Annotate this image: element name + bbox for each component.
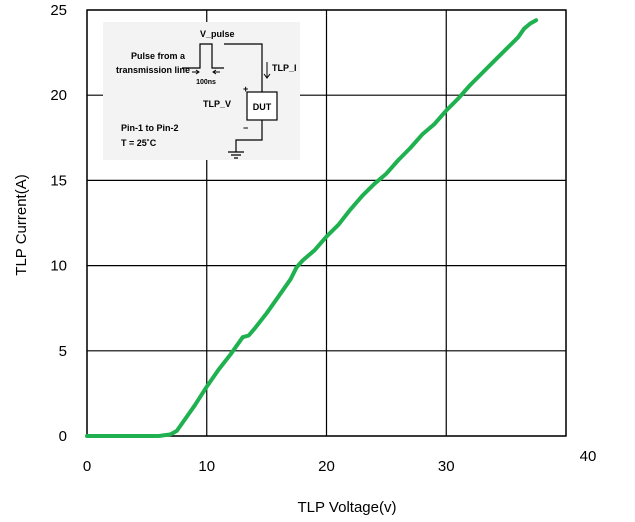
y-tick-label: 0 [59, 428, 67, 445]
minus-sign: − [243, 123, 248, 133]
x-axis-title: TLP Voltage(v) [298, 499, 397, 516]
tlp-v-label: TLP_V [203, 99, 231, 109]
x-tick-label: 20 [318, 458, 335, 475]
plus-sign: + [243, 84, 248, 94]
y-tick-label: 10 [50, 258, 67, 275]
plot-border [86, 9, 567, 437]
duration-arrows-icon [192, 69, 220, 75]
current-arrow-icon [263, 62, 271, 79]
x-tick-label: 30 [438, 458, 455, 475]
pin-label: Pin-1 to Pin-2 [121, 123, 179, 133]
inset-diagram: V_pulse Pulse from a transmission line 1… [103, 22, 300, 160]
x-tick-label: 10 [198, 458, 215, 475]
temperature-label: T = 25˚C [121, 138, 157, 148]
ground-icon [228, 151, 244, 159]
series-line [85, 18, 539, 438]
signal-wire [224, 43, 263, 92]
v-pulse-label: V_pulse [200, 29, 235, 39]
x-tick-label: 40 [580, 448, 597, 465]
pulse-source-label-1: Pulse from a [131, 51, 186, 61]
plot-frame [86, 9, 567, 437]
x-tick-labels: 0 10 20 30 40 [83, 448, 597, 475]
dut-label: DUT [253, 102, 272, 112]
y-tick-label: 25 [50, 2, 67, 19]
tlp-i-label: TLP_I [272, 63, 297, 73]
pulse-source-label-2: transmission line [116, 65, 190, 75]
ground-wire [235, 120, 263, 152]
x-tick-label: 0 [83, 458, 91, 475]
pulse-waveform-icon [182, 43, 224, 69]
series-layer [85, 18, 539, 438]
y-tick-label: 15 [50, 172, 67, 189]
y-axis-title: TLP Current(A) [13, 174, 30, 275]
y-tick-label: 5 [59, 343, 67, 360]
inset-background [103, 22, 300, 160]
y-tick-label: 20 [50, 87, 67, 104]
y-tick-labels: 0 5 10 15 20 25 [50, 2, 67, 445]
duration-label: 100ns [196, 79, 216, 86]
